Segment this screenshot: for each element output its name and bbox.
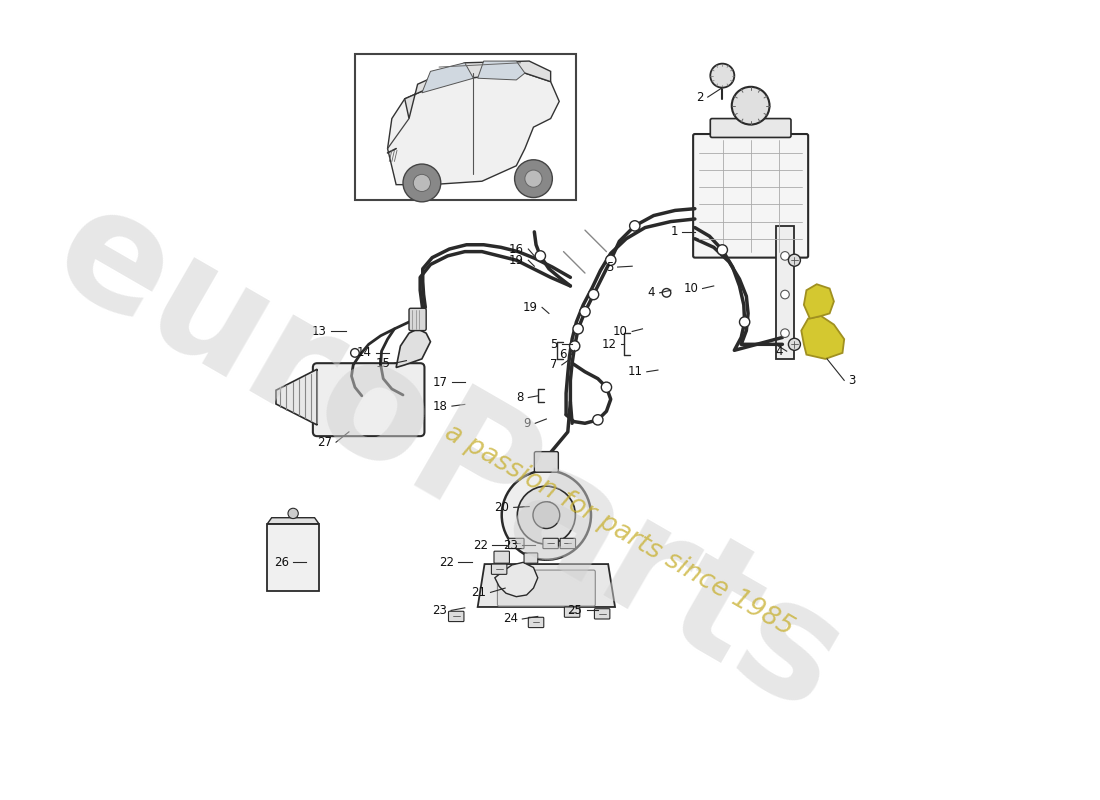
FancyBboxPatch shape bbox=[693, 134, 808, 258]
FancyBboxPatch shape bbox=[535, 452, 559, 472]
Text: 2: 2 bbox=[696, 90, 703, 104]
Circle shape bbox=[580, 306, 590, 317]
FancyBboxPatch shape bbox=[594, 609, 609, 619]
Circle shape bbox=[629, 221, 640, 231]
Polygon shape bbox=[804, 284, 834, 318]
Polygon shape bbox=[422, 62, 473, 93]
Circle shape bbox=[593, 414, 603, 425]
Circle shape bbox=[711, 64, 735, 88]
Polygon shape bbox=[267, 518, 319, 524]
Text: 5: 5 bbox=[550, 338, 558, 351]
Text: 8: 8 bbox=[517, 391, 524, 404]
Text: 18: 18 bbox=[432, 400, 448, 413]
Text: 23: 23 bbox=[432, 604, 447, 617]
Text: 19: 19 bbox=[509, 254, 524, 266]
Text: 10: 10 bbox=[613, 325, 628, 338]
Bar bbox=[776, 226, 794, 359]
FancyBboxPatch shape bbox=[543, 538, 559, 549]
Text: 17: 17 bbox=[432, 375, 448, 389]
Text: 4: 4 bbox=[648, 286, 656, 299]
FancyBboxPatch shape bbox=[564, 607, 580, 618]
Circle shape bbox=[739, 317, 750, 327]
Circle shape bbox=[781, 329, 790, 338]
FancyBboxPatch shape bbox=[312, 363, 425, 436]
Text: 3: 3 bbox=[848, 374, 856, 387]
FancyBboxPatch shape bbox=[560, 538, 575, 549]
Text: 22: 22 bbox=[439, 556, 453, 569]
Text: 23: 23 bbox=[503, 538, 518, 552]
Circle shape bbox=[781, 290, 790, 299]
Circle shape bbox=[288, 508, 298, 518]
Text: 19: 19 bbox=[522, 301, 538, 314]
Circle shape bbox=[414, 174, 430, 191]
Text: 16: 16 bbox=[509, 242, 524, 255]
FancyBboxPatch shape bbox=[267, 524, 319, 590]
Circle shape bbox=[403, 164, 441, 202]
FancyBboxPatch shape bbox=[528, 618, 543, 627]
Circle shape bbox=[536, 250, 546, 261]
Text: 6: 6 bbox=[560, 348, 566, 361]
Polygon shape bbox=[477, 564, 615, 607]
Circle shape bbox=[717, 245, 727, 255]
Text: euroParts: euroParts bbox=[28, 170, 868, 745]
FancyBboxPatch shape bbox=[711, 118, 791, 138]
Text: 22: 22 bbox=[473, 538, 488, 552]
Circle shape bbox=[502, 470, 591, 560]
Text: 24: 24 bbox=[503, 613, 518, 626]
Text: 12: 12 bbox=[602, 338, 617, 351]
Circle shape bbox=[573, 324, 583, 334]
Text: 15: 15 bbox=[375, 357, 390, 370]
Circle shape bbox=[351, 349, 360, 357]
Polygon shape bbox=[405, 61, 551, 118]
Polygon shape bbox=[801, 316, 844, 359]
Text: 10: 10 bbox=[683, 282, 698, 295]
Text: 14: 14 bbox=[358, 346, 372, 359]
Circle shape bbox=[525, 170, 542, 187]
Circle shape bbox=[606, 255, 616, 266]
Circle shape bbox=[781, 252, 790, 260]
Text: 5: 5 bbox=[606, 261, 614, 274]
Text: 1: 1 bbox=[670, 226, 678, 238]
FancyBboxPatch shape bbox=[524, 553, 538, 563]
Circle shape bbox=[534, 502, 560, 529]
Circle shape bbox=[732, 87, 770, 125]
Text: 26: 26 bbox=[274, 556, 289, 569]
Text: 13: 13 bbox=[311, 325, 327, 338]
Polygon shape bbox=[495, 562, 538, 597]
Circle shape bbox=[789, 338, 801, 350]
Text: 27: 27 bbox=[317, 436, 332, 449]
Text: 9: 9 bbox=[524, 417, 531, 430]
Circle shape bbox=[570, 341, 580, 351]
Bar bbox=[355, 54, 576, 200]
Text: 11: 11 bbox=[627, 366, 642, 378]
Circle shape bbox=[662, 289, 671, 297]
Circle shape bbox=[602, 382, 612, 392]
Text: 20: 20 bbox=[495, 501, 509, 514]
Text: 4: 4 bbox=[774, 345, 782, 358]
Text: 25: 25 bbox=[568, 604, 582, 617]
FancyBboxPatch shape bbox=[497, 570, 595, 606]
Text: 21: 21 bbox=[471, 586, 486, 599]
Text: 7: 7 bbox=[550, 358, 558, 371]
Circle shape bbox=[517, 486, 575, 544]
FancyBboxPatch shape bbox=[449, 611, 464, 622]
FancyBboxPatch shape bbox=[494, 551, 509, 563]
Text: a passion for parts since 1985: a passion for parts since 1985 bbox=[440, 420, 799, 642]
Circle shape bbox=[789, 254, 801, 266]
Polygon shape bbox=[276, 370, 317, 425]
Polygon shape bbox=[477, 61, 525, 80]
Polygon shape bbox=[396, 329, 430, 367]
Circle shape bbox=[515, 160, 552, 198]
FancyBboxPatch shape bbox=[508, 538, 524, 549]
FancyBboxPatch shape bbox=[409, 308, 426, 330]
FancyBboxPatch shape bbox=[492, 564, 507, 574]
Circle shape bbox=[588, 290, 598, 300]
Polygon shape bbox=[387, 73, 559, 185]
